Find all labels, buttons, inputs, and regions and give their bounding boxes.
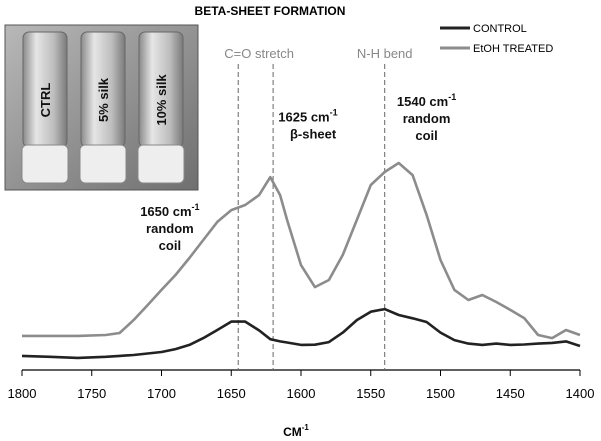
annotation-sup: -1 (192, 202, 200, 212)
reference-label: C=O stretch (224, 46, 294, 61)
inset-label: 5% silk (96, 77, 111, 122)
annotation-text: 1540 cm (397, 94, 448, 109)
annotation-line: coil (159, 238, 181, 253)
x-tick-label: 1700 (147, 386, 176, 401)
x-axis-label: CM-1 (283, 423, 309, 439)
inset-label: 10% silk (154, 74, 169, 126)
vial-cap (21, 144, 69, 184)
series-line (21, 307, 581, 360)
x-tick-label: 1550 (356, 386, 385, 401)
annotation-line: coil (415, 128, 437, 143)
annotation-text: 1625 cm (278, 109, 329, 124)
x-tick-label: 1750 (77, 386, 106, 401)
vial-cap (137, 144, 185, 184)
legend-label: EtOH TREATED (473, 43, 553, 55)
reference-label: N-H bend (357, 46, 413, 61)
inset-photo: CTRL 5% silk 10% silk (4, 24, 199, 191)
x-tick-label: 1400 (566, 386, 595, 401)
x-axis-label-main: CM (283, 425, 302, 439)
series-line (22, 161, 581, 340)
annotation: 1540 cm-1 (397, 92, 456, 109)
x-tick-label: 1600 (287, 386, 316, 401)
annotation-sup: -1 (448, 92, 456, 102)
vial-cap (79, 144, 127, 184)
x-axis-label-sup: -1 (302, 423, 310, 432)
chart-title: BETA-SHEET FORMATION (195, 4, 346, 18)
x-tick-label: 1800 (8, 386, 37, 401)
annotation-sup: -1 (330, 107, 338, 117)
x-tick-label: 1500 (426, 386, 455, 401)
annotation-line: β-sheet (290, 126, 337, 141)
annotation-line: random (403, 111, 451, 126)
annotation-line: random (146, 221, 194, 236)
x-tick-label: 1650 (217, 386, 246, 401)
annotation: 1625 cm-1 (278, 107, 337, 124)
x-tick-label: 1450 (496, 386, 525, 401)
annotation-text: 1650 cm (140, 204, 191, 219)
inset-label: CTRL (38, 83, 53, 118)
annotation: 1650 cm-1 (140, 202, 199, 219)
legend-label: CONTROL (473, 23, 527, 35)
